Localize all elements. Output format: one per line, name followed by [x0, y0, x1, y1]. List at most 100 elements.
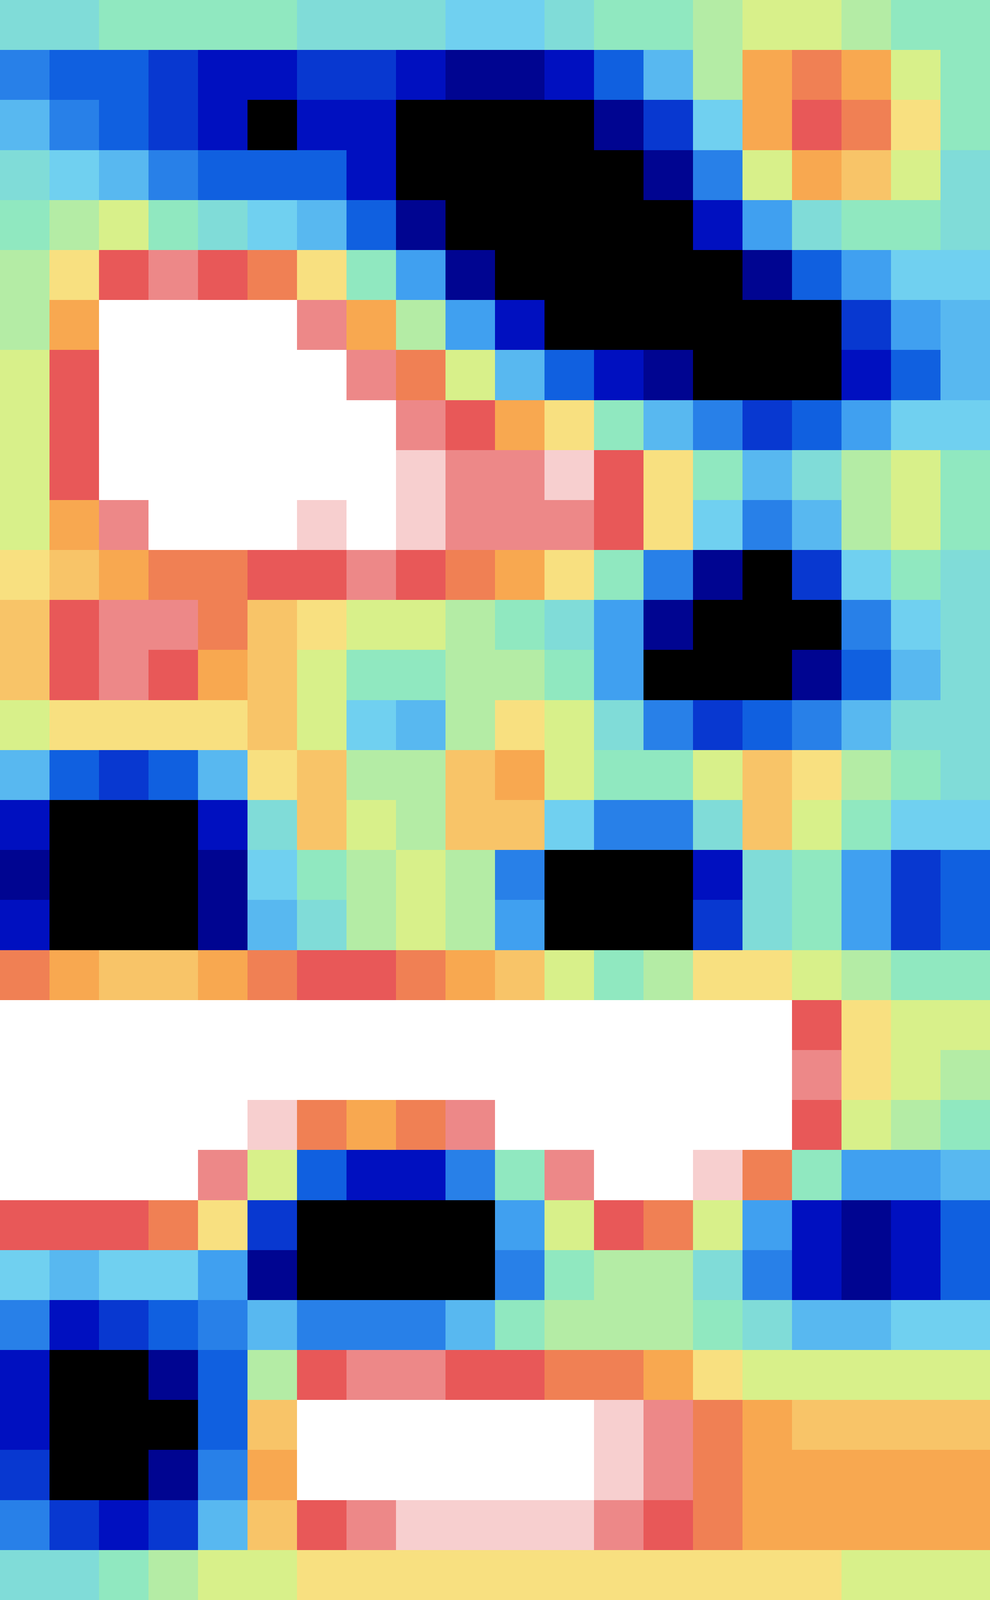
heatmap-cell — [742, 849, 793, 901]
heatmap-cell — [792, 1249, 842, 1301]
heatmap-cell — [792, 649, 842, 701]
heatmap-cell — [445, 1199, 496, 1251]
heatmap-cell — [148, 899, 199, 950]
heatmap-cell — [643, 649, 694, 701]
heatmap-cell — [841, 99, 892, 151]
heatmap-cell — [693, 49, 743, 101]
heatmap-cell — [940, 1499, 990, 1551]
heatmap-cell — [0, 349, 50, 401]
heatmap-cell — [841, 949, 892, 1001]
heatmap-cell — [841, 299, 892, 351]
heatmap-cell — [792, 150, 842, 201]
heatmap-cell — [297, 1249, 347, 1301]
heatmap-cell — [891, 150, 941, 201]
heatmap-cell — [396, 1099, 446, 1151]
heatmap-cell — [445, 999, 496, 1051]
heatmap-cell — [49, 649, 100, 701]
heatmap-cell — [198, 150, 248, 201]
heatmap-cell — [445, 249, 496, 301]
heatmap-cell — [643, 1099, 694, 1151]
heatmap-cell — [841, 499, 892, 551]
heatmap-cell — [346, 1199, 397, 1251]
heatmap-cell — [495, 949, 545, 1001]
heatmap-cell — [693, 599, 743, 651]
heatmap-cell — [247, 1249, 298, 1301]
heatmap-cell — [940, 0, 990, 51]
heatmap-cell — [247, 299, 298, 351]
heatmap-cell — [0, 1549, 50, 1600]
heatmap-cell — [445, 700, 496, 751]
heatmap-cell — [841, 549, 892, 601]
heatmap-cell — [643, 349, 694, 401]
heatmap-cell — [495, 849, 545, 901]
heatmap-cell — [148, 0, 199, 51]
heatmap-cell — [891, 1349, 941, 1401]
heatmap-cell — [198, 700, 248, 751]
heatmap-cell — [891, 299, 941, 351]
heatmap-cell — [0, 49, 50, 101]
heatmap-cell — [148, 450, 199, 501]
heatmap-cell — [841, 749, 892, 801]
heatmap-cell — [297, 599, 347, 651]
heatmap-cell — [643, 949, 694, 1001]
heatmap-cell — [643, 1449, 694, 1500]
heatmap-cell — [891, 1249, 941, 1301]
heatmap-cell — [297, 1149, 347, 1200]
heatmap-cell — [297, 1099, 347, 1151]
heatmap-cell — [445, 349, 496, 401]
heatmap-cell — [693, 700, 743, 751]
heatmap-cell — [297, 99, 347, 151]
heatmap-cell — [891, 249, 941, 301]
heatmap-cell — [445, 1549, 496, 1600]
heatmap-cell — [643, 1499, 694, 1551]
heatmap-cell — [792, 0, 842, 51]
heatmap-cell — [346, 649, 397, 701]
heatmap-cell — [99, 249, 149, 301]
heatmap-cell — [841, 1349, 892, 1401]
heatmap-cell — [594, 1199, 644, 1251]
heatmap-cell — [247, 999, 298, 1051]
heatmap-cell — [445, 649, 496, 701]
heatmap-cell — [544, 1249, 595, 1301]
heatmap-cell — [693, 1499, 743, 1551]
heatmap-cell — [792, 499, 842, 551]
heatmap-cell — [891, 899, 941, 950]
heatmap-cells — [0, 0, 990, 1600]
heatmap-cell — [495, 1349, 545, 1401]
heatmap-cell — [792, 700, 842, 751]
heatmap-cell — [495, 1449, 545, 1500]
heatmap-cell — [0, 1149, 50, 1200]
heatmap-cell — [940, 1249, 990, 1301]
heatmap-cell — [99, 999, 149, 1051]
heatmap-cell — [544, 450, 595, 501]
heatmap-cell — [742, 499, 793, 551]
heatmap-cell — [445, 499, 496, 551]
heatmap-cell — [49, 400, 100, 451]
heatmap-cell — [544, 0, 595, 51]
heatmap-cell — [544, 1349, 595, 1401]
heatmap-cell — [693, 400, 743, 451]
heatmap-cell — [99, 400, 149, 451]
heatmap-cell — [297, 299, 347, 351]
heatmap-cell — [99, 1249, 149, 1301]
heatmap-cell — [0, 450, 50, 501]
heatmap-cell — [198, 1349, 248, 1401]
heatmap-cell — [247, 1099, 298, 1151]
heatmap-cell — [99, 450, 149, 501]
heatmap-cell — [198, 849, 248, 901]
heatmap-cell — [49, 949, 100, 1001]
heatmap-cell — [940, 549, 990, 601]
heatmap-cell — [891, 1099, 941, 1151]
heatmap-cell — [643, 700, 694, 751]
heatmap-cell — [891, 849, 941, 901]
heatmap-cell — [0, 1199, 50, 1251]
heatmap-cell — [297, 799, 347, 851]
heatmap-cell — [346, 0, 397, 51]
heatmap-cell — [49, 999, 100, 1051]
heatmap-cell — [891, 1399, 941, 1450]
heatmap-cell — [594, 349, 644, 401]
heatmap-cell — [742, 899, 793, 950]
heatmap-cell — [792, 549, 842, 601]
heatmap-cell — [49, 899, 100, 950]
heatmap-cell — [49, 549, 100, 601]
